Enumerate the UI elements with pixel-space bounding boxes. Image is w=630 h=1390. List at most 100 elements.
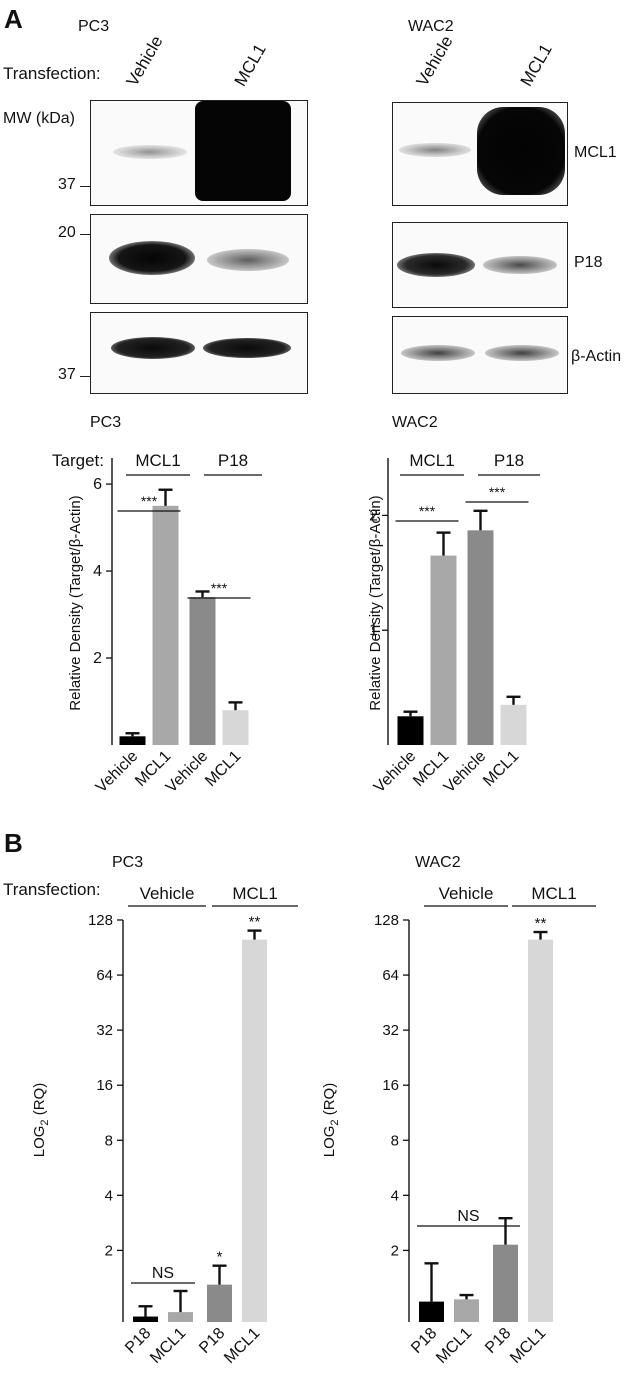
y-axis-label-subscript: 2 bbox=[329, 1119, 341, 1125]
chart-title: WAC2 bbox=[415, 854, 461, 871]
y-tick-label: 4 bbox=[93, 563, 102, 580]
chart-title: WAC2 bbox=[392, 414, 438, 431]
y-axis-label: Relative Density (Target/β-Actin) bbox=[67, 495, 84, 710]
y-tick-label: 128 bbox=[374, 912, 399, 929]
blot-band bbox=[207, 249, 289, 271]
transfection-label: Transfection: bbox=[3, 64, 101, 83]
bar bbox=[430, 555, 457, 745]
blot-band bbox=[203, 338, 291, 358]
bar bbox=[493, 1244, 518, 1322]
mw-tick bbox=[80, 186, 90, 188]
y-axis-label-subscript: 2 bbox=[39, 1119, 51, 1125]
y-tick-label: 128 bbox=[88, 912, 113, 929]
mw-marker-37-top: 37 bbox=[58, 176, 76, 193]
y-tick-label: 64 bbox=[382, 967, 399, 984]
bar bbox=[419, 1301, 444, 1322]
y-tick-label: 32 bbox=[96, 1022, 113, 1039]
panel-letter-a: A bbox=[4, 4, 23, 34]
blot-wac2-mcl1 bbox=[392, 102, 568, 206]
cell-line-label-wac2: WAC2 bbox=[408, 18, 454, 35]
blot-band bbox=[109, 241, 195, 275]
y-tick-label: 8 bbox=[391, 1132, 399, 1149]
bar bbox=[467, 530, 494, 745]
cell-line-label-pc3: PC3 bbox=[78, 18, 110, 35]
y-axis-label: LOG2 (RQ) bbox=[321, 1083, 341, 1157]
bar bbox=[242, 939, 267, 1322]
y-tick-label: 16 bbox=[96, 1077, 113, 1094]
y-tick-label: 16 bbox=[382, 1077, 399, 1094]
y-tick-label: 2 bbox=[93, 650, 102, 667]
group-label: MCL1 bbox=[409, 451, 454, 470]
category-label: MCL1 bbox=[433, 1325, 475, 1367]
mw-label: MW (kDa) bbox=[3, 110, 75, 127]
blot-label-mcl1: MCL1 bbox=[574, 144, 617, 161]
bar bbox=[528, 939, 553, 1322]
blot-band bbox=[401, 345, 475, 361]
bar bbox=[207, 1284, 232, 1322]
y-tick-label: 2 bbox=[391, 1242, 399, 1259]
mw-tick bbox=[80, 234, 90, 236]
bar bbox=[189, 597, 216, 745]
blot-band bbox=[485, 345, 559, 361]
significance-label: NS bbox=[152, 1265, 174, 1282]
significance-label: *** bbox=[141, 493, 158, 509]
bar-significance: ** bbox=[535, 915, 547, 932]
blot-pc3-p18 bbox=[90, 214, 308, 304]
bar bbox=[397, 716, 424, 745]
transfection-label-b: Transfection: bbox=[3, 880, 101, 899]
mw-marker-20: 20 bbox=[58, 224, 76, 241]
y-tick-label: 6 bbox=[93, 476, 102, 493]
bar-significance: ** bbox=[249, 914, 261, 931]
y-tick-label: 1 bbox=[369, 622, 378, 639]
blot-band bbox=[399, 143, 471, 157]
blot-band bbox=[477, 107, 565, 195]
bar bbox=[500, 704, 527, 745]
blot-pc3-actin bbox=[90, 312, 308, 394]
bar bbox=[152, 505, 179, 745]
blot-band bbox=[483, 256, 557, 274]
significance-label: NS bbox=[457, 1208, 479, 1225]
bar bbox=[133, 1316, 158, 1322]
group-label: MCL1 bbox=[531, 884, 576, 903]
bar-significance: * bbox=[217, 1249, 223, 1266]
bar bbox=[454, 1299, 479, 1322]
group-label: MCL1 bbox=[232, 884, 277, 903]
blot-label-p18: P18 bbox=[574, 254, 603, 271]
group-label: MCL1 bbox=[135, 451, 180, 470]
blot-band bbox=[111, 337, 195, 359]
significance-label: *** bbox=[419, 503, 436, 519]
target-label: Target: bbox=[52, 451, 104, 470]
y-axis-label: Relative Density (Target/β-Actin) bbox=[367, 495, 384, 710]
bar bbox=[222, 710, 249, 745]
bar bbox=[119, 736, 146, 745]
y-tick-label: 4 bbox=[105, 1187, 113, 1204]
y-axis-label-rest: (RQ) bbox=[321, 1083, 338, 1120]
mw-tick bbox=[80, 376, 90, 378]
significance-label: *** bbox=[211, 580, 228, 596]
blot-wac2-actin bbox=[392, 316, 568, 394]
blot-band bbox=[397, 253, 475, 277]
group-label: Vehicle bbox=[439, 884, 494, 903]
bar bbox=[168, 1312, 193, 1322]
category-label: MCL1 bbox=[507, 1325, 549, 1367]
y-axis-label-rest: (RQ) bbox=[31, 1083, 48, 1120]
group-label: P18 bbox=[494, 451, 524, 470]
blot-band bbox=[195, 101, 291, 201]
y-tick-label: 32 bbox=[382, 1022, 399, 1039]
y-tick-label: 2 bbox=[369, 507, 378, 524]
y-axis-label: LOG2 (RQ) bbox=[31, 1083, 51, 1157]
panel-letter-b: B bbox=[4, 828, 23, 858]
mw-marker-37-bottom: 37 bbox=[58, 366, 76, 383]
group-label: P18 bbox=[218, 451, 248, 470]
significance-label: *** bbox=[489, 484, 506, 500]
group-label: Vehicle bbox=[140, 884, 195, 903]
chart-title: PC3 bbox=[112, 854, 143, 871]
y-tick-label: 8 bbox=[105, 1132, 113, 1149]
blot-pc3-mcl1 bbox=[90, 100, 308, 206]
blot-band bbox=[113, 145, 187, 159]
y-tick-label: 4 bbox=[391, 1187, 399, 1204]
